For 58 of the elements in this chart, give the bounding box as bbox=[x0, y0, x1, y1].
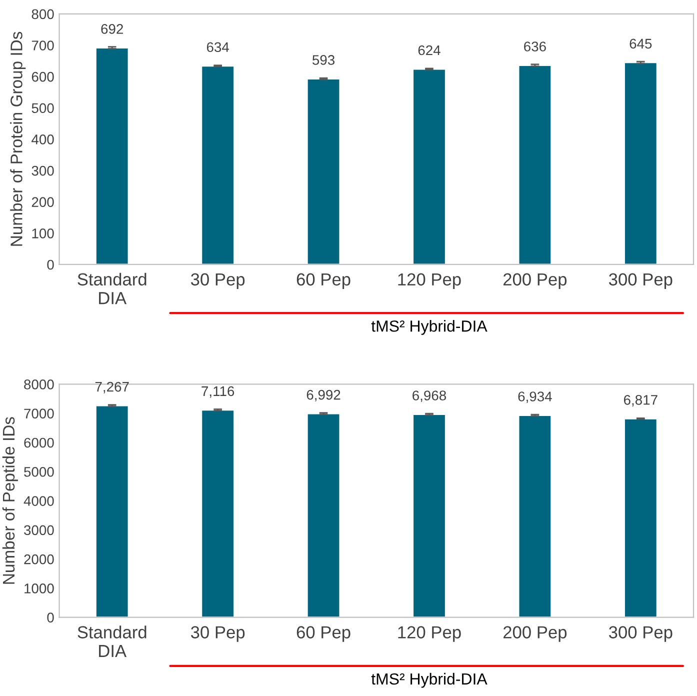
y-tick-label: 600 bbox=[32, 72, 54, 82]
data-label: 6,934 bbox=[518, 392, 552, 404]
bar bbox=[95, 404, 130, 618]
y-tick-label: 4000 bbox=[24, 496, 54, 506]
bar bbox=[624, 418, 658, 618]
x-tick-label: 120 Pep bbox=[398, 626, 461, 642]
y-tick-label: 300 bbox=[32, 166, 54, 176]
y-tick-label: 8000 bbox=[24, 380, 54, 390]
x-tick-label: Standard DIA bbox=[78, 626, 146, 657]
bar bbox=[412, 68, 446, 264]
bar bbox=[306, 412, 341, 618]
data-label: 6,992 bbox=[306, 390, 340, 402]
x-tick-label: 30 Pep bbox=[190, 273, 245, 289]
y-tick-label: 800 bbox=[32, 9, 54, 20]
data-label: 7,267 bbox=[95, 382, 129, 394]
bar bbox=[306, 78, 341, 264]
x-tick-label: 60 Pep bbox=[296, 626, 350, 642]
data-label: 6,817 bbox=[624, 394, 658, 406]
bar bbox=[624, 62, 658, 264]
data-label: 7,116 bbox=[202, 386, 234, 398]
bar bbox=[518, 64, 552, 264]
y-tick-label: 3000 bbox=[24, 525, 54, 536]
data-label: 692 bbox=[101, 24, 123, 34]
y-tick-label: 1000 bbox=[24, 584, 54, 594]
y-tick-label: 700 bbox=[32, 40, 54, 50]
x-tick-label: 300 Pep bbox=[608, 273, 672, 289]
bar bbox=[200, 65, 235, 264]
y-tick-label: 500 bbox=[32, 103, 54, 114]
text: tMS² Hybrid-DIA bbox=[371, 320, 488, 335]
y-tick-label: 0 bbox=[47, 612, 54, 623]
y-tick-label: 7000 bbox=[24, 408, 54, 419]
x-tick-label: 300 Pep bbox=[608, 626, 672, 642]
y-tick-label: 2000 bbox=[24, 554, 54, 564]
y-tick-label: 200 bbox=[32, 197, 54, 208]
x-tick-label: 120 Pep bbox=[398, 273, 461, 289]
data-label: 636 bbox=[524, 42, 546, 52]
data-label: 645 bbox=[630, 38, 652, 49]
bar bbox=[95, 47, 130, 264]
x-tick-label: 200 Pep bbox=[503, 626, 567, 642]
data-label: 624 bbox=[418, 45, 440, 56]
data-label: 593 bbox=[312, 55, 334, 65]
x-tick-label: 30 Pep bbox=[190, 626, 245, 642]
x-tick-label: 200 Pep bbox=[503, 273, 567, 289]
text: tMS² Hybrid-DIA bbox=[371, 672, 488, 688]
y-axis-title: Number of Protein Group IDs bbox=[10, 32, 26, 246]
y-tick-label: 100 bbox=[32, 228, 54, 238]
bar bbox=[412, 414, 446, 618]
y-tick-label: 0 bbox=[47, 260, 54, 270]
bar bbox=[518, 414, 552, 618]
data-label: 634 bbox=[206, 42, 229, 52]
x-tick-label: 60 Pep bbox=[296, 273, 350, 289]
y-tick-label: 400 bbox=[32, 134, 54, 144]
data-label: 6,968 bbox=[412, 390, 446, 402]
y-tick-label: 6000 bbox=[24, 438, 54, 448]
x-tick-label: Standard DIA bbox=[78, 272, 146, 304]
bar bbox=[200, 409, 235, 618]
y-tick-label: 5000 bbox=[24, 466, 54, 477]
y-axis-title: Number of Peptide IDs bbox=[2, 417, 18, 584]
